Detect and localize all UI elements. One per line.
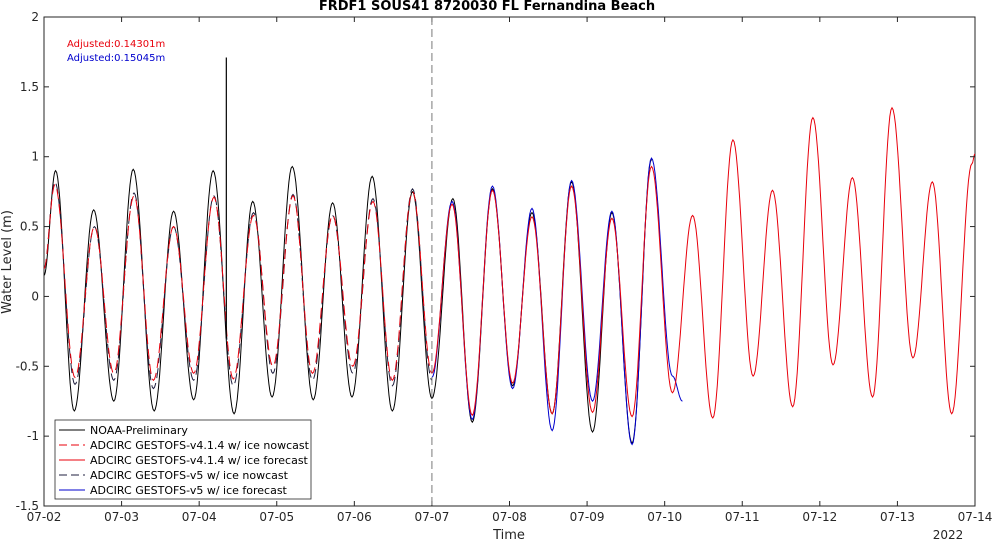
x-tick-label: 07-14 xyxy=(958,510,992,524)
x-tick-label: 07-13 xyxy=(880,510,915,524)
legend-items: NOAA-Preliminary ADCIRC GESTOFS-v4.1.4 w/… xyxy=(59,424,310,497)
x-tick-label: 07-09 xyxy=(570,510,605,524)
legend-label: ADCIRC GESTOFS-v5 w/ ice forecast xyxy=(90,484,288,497)
y-tick-label: -0.5 xyxy=(16,359,39,373)
x-axis-year-label: 2022 xyxy=(933,528,964,541)
y-axis-label: Water Level (m) xyxy=(0,210,15,314)
legend-box xyxy=(54,419,312,500)
x-tick-label: 07-04 xyxy=(182,510,217,524)
y-tick-label: 1 xyxy=(31,150,39,164)
y-tick-label: -1 xyxy=(27,429,39,443)
y-tick-label: 0.5 xyxy=(20,220,39,234)
x-axis-label: Time xyxy=(492,528,525,541)
legend: NOAA-Preliminary ADCIRC GESTOFS-v4.1.4 w/… xyxy=(54,419,312,500)
x-tick-label: 07-05 xyxy=(259,510,294,524)
y-tick-label: 2 xyxy=(31,10,39,24)
legend-label: ADCIRC GESTOFS-v4.1.4 w/ ice nowcast xyxy=(90,439,310,452)
series-line-2 xyxy=(431,106,976,419)
annotation-adjusted-red: Adjusted:0.14301m xyxy=(67,39,165,50)
x-tick-label: 07-11 xyxy=(725,510,760,524)
legend-label: NOAA-Preliminary xyxy=(90,424,188,437)
x-tick-label: 07-07 xyxy=(414,510,449,524)
series-line-1 xyxy=(43,183,433,382)
series-layer xyxy=(43,57,976,446)
x-tick-label: 07-02 xyxy=(27,510,62,524)
y-tick-label: -1.5 xyxy=(16,499,39,513)
annotation-adjusted-blue: Adjusted:0.15045m xyxy=(67,53,165,64)
chart-title: FRDF1 SOUS41 8720030 FL Fernandina Beach xyxy=(319,0,655,14)
x-tick-label: 07-10 xyxy=(647,510,682,524)
y-tick-label: 1.5 xyxy=(20,80,39,94)
y-tick-label: 0 xyxy=(31,289,39,303)
axes-layer: 07-02 07-03 07-04 07-05 07-06 07-07 07-08 07-09… xyxy=(16,10,992,524)
x-tick-label: 07-03 xyxy=(104,510,139,524)
x-tick-label: 07-08 xyxy=(492,510,527,524)
x-tick-label: 07-12 xyxy=(802,510,837,524)
legend-label: ADCIRC GESTOFS-v5 w/ ice nowcast xyxy=(90,469,289,482)
legend-label: ADCIRC GESTOFS-v4.1.4 w/ ice forecast xyxy=(90,454,309,467)
x-tick-label: 07-06 xyxy=(337,510,372,524)
